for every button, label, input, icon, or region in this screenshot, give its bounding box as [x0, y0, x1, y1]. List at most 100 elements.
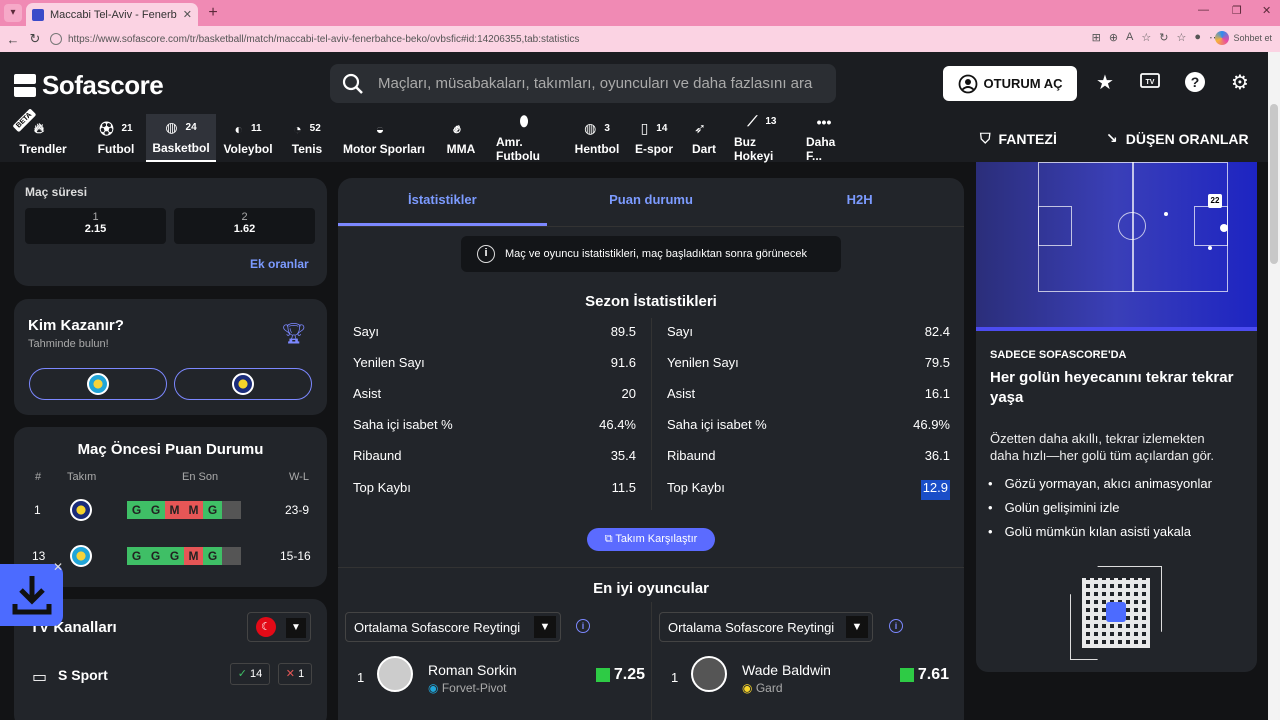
read-aloud-icon[interactable]: A [1126, 31, 1134, 43]
search-input[interactable] [378, 75, 818, 92]
dart-icon: ➶ [694, 120, 706, 136]
odds-button-1[interactable]: 1 2.15 [25, 208, 166, 244]
tab-statistics[interactable]: İstatistikler [338, 178, 547, 226]
stat-label: Yenilen Sayı [667, 355, 739, 370]
close-window-icon[interactable]: ✕ [1262, 5, 1272, 17]
close-icon[interactable]: ✕ [53, 560, 64, 574]
site-header: Sofascore OTURUM AÇ ★ TV ? ⚙ BETA 🔥︎ Tre… [0, 52, 1268, 163]
vote-home-button[interactable] [29, 368, 167, 400]
rating-select-home[interactable]: Ortalama Sofascore Reytingi ▼ [345, 612, 561, 642]
zoom-icon[interactable]: ⊕ [1108, 32, 1119, 44]
sport-tab-motorsport[interactable]: ◒ Motor Sporları [334, 114, 434, 162]
sport-tab-american-football[interactable]: ⬮ Amr. Futbolu [488, 113, 568, 163]
sport-tab-tennis[interactable]: ◔ 52 Tenis [280, 114, 334, 162]
favorite-star-icon[interactable]: ☆ [1141, 32, 1152, 44]
stat-label: Asist [353, 386, 382, 401]
download-app-button[interactable]: ✕ [0, 560, 63, 626]
vote-no-button[interactable]: ✕ 1 [278, 663, 312, 685]
more-icon[interactable]: ⋯ [1209, 31, 1220, 44]
tabs-divider [338, 226, 964, 227]
back-icon[interactable]: ← [6, 31, 20, 47]
vote-away-button[interactable] [174, 368, 312, 400]
stat-value: 36.1 [924, 448, 950, 463]
vote-yes-button[interactable]: ✓ 14 [230, 663, 270, 685]
app-icon[interactable]: ⊞ [1091, 32, 1101, 44]
settings-gear-icon[interactable]: ⚙ [1231, 72, 1249, 94]
info-icon[interactable]: i [889, 619, 903, 633]
team-icon: ◉ [428, 681, 439, 695]
close-icon[interactable]: ✕ [182, 9, 192, 21]
fantasy-link[interactable]: ⛉ FANTEZİ [980, 130, 1057, 147]
stat-label: Asist [667, 386, 696, 401]
tab-h2h[interactable]: H2H [846, 192, 873, 207]
maximize-icon[interactable]: ❐ [1232, 5, 1242, 17]
search-box[interactable] [330, 64, 836, 103]
favorites-icon[interactable]: ☆ [1176, 32, 1187, 44]
sport-tab-volleyball[interactable]: ◐ 11 Voleybol [216, 114, 280, 162]
sport-count: 3 [604, 123, 610, 134]
col-pos: # [35, 471, 42, 483]
sport-tab-basketball[interactable]: ◍ 24 Basketbol [146, 114, 216, 162]
rating-select-away[interactable]: Ortalama Sofascore Reytingi ▼ [659, 612, 873, 642]
compare-teams-button[interactable]: ⧉ Takım Karşılaştır [587, 528, 715, 551]
top-player-home[interactable]: 1 Roman Sorkin ◉ Forvet-Pivot 7.25 [355, 656, 645, 700]
sport-label: Futbol [97, 141, 135, 156]
form-result: M [184, 501, 203, 519]
browser-tab-bar: ▾ Maccabi Tel-Aviv - Fenerbahçe sk ✕ + —… [0, 0, 1280, 26]
promo-bullet: • Golün gelişimini izle [988, 500, 1120, 515]
top-player-away[interactable]: 1 Wade Baldwin ◉ Gard 7.61 [669, 656, 949, 700]
browser-tab[interactable]: Maccabi Tel-Aviv - Fenerbahçe sk ✕ [26, 3, 198, 26]
copilot-button[interactable]: Sohbet et [1215, 31, 1272, 45]
sport-tab-trends[interactable]: BETA 🔥︎ Trendler [0, 108, 86, 162]
sofascore-logo[interactable]: Sofascore [14, 70, 164, 101]
tab-list-button[interactable]: ▾ [4, 4, 22, 22]
tab-standings[interactable]: Puan durumu [609, 192, 693, 207]
help-icon[interactable]: ? [1183, 71, 1207, 95]
home-stat-row: Ribaund 35.4 [353, 448, 636, 468]
form-empty [222, 547, 241, 565]
sport-tab-mma[interactable]: ✊︎ MMA [434, 114, 488, 162]
sport-tab-handball[interactable]: ◍ 3 Hentbol [568, 114, 626, 162]
sport-tab-esports[interactable]: ▯ 14 E-spor [626, 114, 682, 162]
rating-badge: 7.61 [899, 666, 949, 684]
stat-value: 46.9% [913, 417, 950, 432]
home-stat-row: Yenilen Sayı 91.6 [353, 355, 636, 375]
standings-row[interactable]: 1 G G M M G 23-9 [14, 495, 327, 525]
copilot-icon [1215, 31, 1230, 45]
odds-value: 2.15 [84, 223, 107, 235]
form-guide: G G G M G [127, 547, 241, 565]
reload-icon[interactable]: ↻ [29, 31, 41, 46]
scrollbar-thumb[interactable] [1270, 104, 1278, 264]
season-stats-title: Sezon İstatistikleri [585, 293, 717, 310]
player-position: Gard [755, 681, 783, 695]
vote-no-count: 1 [298, 668, 305, 680]
sport-tab-football[interactable]: ⚽︎ 21 Futbol [86, 114, 146, 162]
team-icon: ◉ [742, 681, 753, 695]
favorites-star-icon[interactable]: ★ [1096, 72, 1114, 94]
channel-name[interactable]: S Sport [58, 667, 108, 683]
more-odds-link[interactable]: Ek oranlar [250, 257, 309, 271]
chevron-down-icon: ▼ [286, 618, 306, 638]
login-button[interactable]: OTURUM AÇ [943, 66, 1077, 101]
search-icon [342, 73, 363, 94]
standings-row[interactable]: 13 G G G M G 15-16 [14, 541, 327, 571]
refresh-extension-icon[interactable]: ↻ [1159, 32, 1169, 44]
country-select[interactable]: ☾ ▼ [247, 612, 311, 642]
dropping-odds-link[interactable]: ↘ DÜŞEN ORANLAR [1106, 130, 1249, 147]
address-bar[interactable]: https://www.sofascore.com/tr/basketball/… [50, 30, 1210, 48]
minimize-icon[interactable]: — [1198, 4, 1209, 16]
odds-button-2[interactable]: 2 1.62 [174, 208, 315, 244]
profile-icon[interactable]: ● [1194, 31, 1201, 43]
info-icon[interactable]: i [576, 619, 590, 633]
sport-label: Buz Hokeyi [734, 134, 774, 163]
form-result: G [127, 547, 146, 565]
sport-tab-more[interactable]: ••• Daha F... [798, 114, 858, 163]
sport-tab-ice-hockey[interactable]: ⟋ 13 Buz Hokeyi [726, 113, 798, 163]
site-info-icon[interactable] [50, 33, 62, 45]
tv-icon[interactable]: TV [1138, 71, 1162, 95]
sport-tab-darts[interactable]: ➶ Dart [682, 114, 726, 162]
chevron-down-icon: ▼ [534, 616, 556, 638]
form-result: G [127, 501, 146, 519]
new-tab-button[interactable]: + [208, 4, 218, 21]
stat-value: 46.4% [599, 417, 636, 432]
